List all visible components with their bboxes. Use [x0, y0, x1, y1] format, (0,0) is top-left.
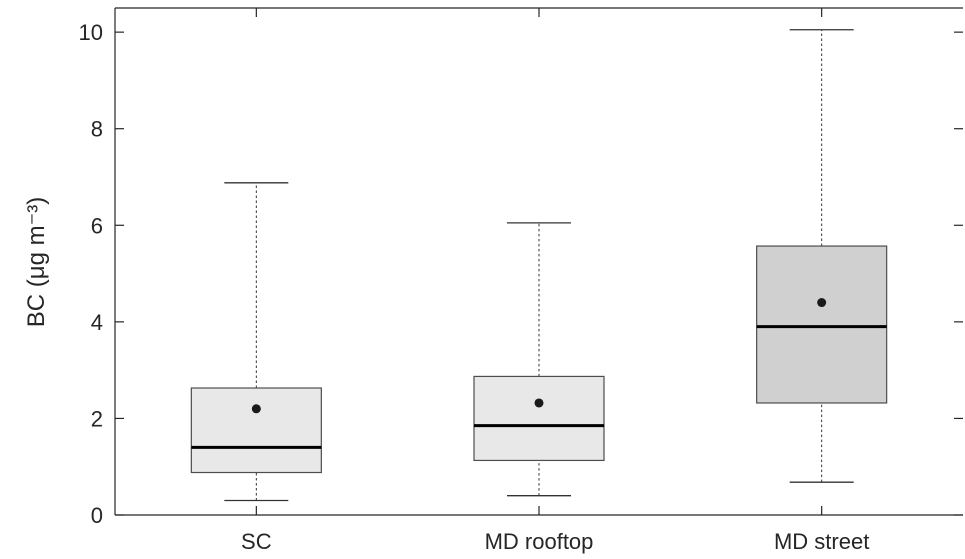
y-tick-label: 6 [91, 213, 103, 238]
y-axis-title: BC (μg m⁻³) [23, 197, 50, 328]
axes: 0 2 4 6 8 10 SC MD rooftop MD street [79, 7, 963, 554]
x-tick-label: SC [241, 529, 272, 554]
y-axis-unit: (μg m⁻³) [23, 197, 50, 287]
x-tick-label: MD street [774, 529, 869, 554]
interquartile-box [756, 245, 888, 404]
y-tick-label: 2 [91, 406, 103, 431]
box-group-3 [756, 29, 888, 483]
y-tick-label: 4 [91, 310, 103, 335]
y-axis-title-text: BC [23, 294, 50, 327]
y-tick-label: 10 [79, 20, 103, 45]
y-tick-label: 8 [91, 117, 103, 142]
mean-marker [534, 398, 544, 408]
mean-marker [817, 298, 827, 308]
interquartile-box [190, 387, 322, 474]
mean-marker [251, 404, 261, 414]
interquartile-box [473, 375, 605, 462]
plot-area [190, 29, 888, 502]
y-tick-label: 0 [91, 503, 103, 528]
box-group-2 [473, 222, 605, 497]
x-tick-label: MD rooftop [485, 529, 594, 554]
box-group-1 [190, 182, 322, 502]
